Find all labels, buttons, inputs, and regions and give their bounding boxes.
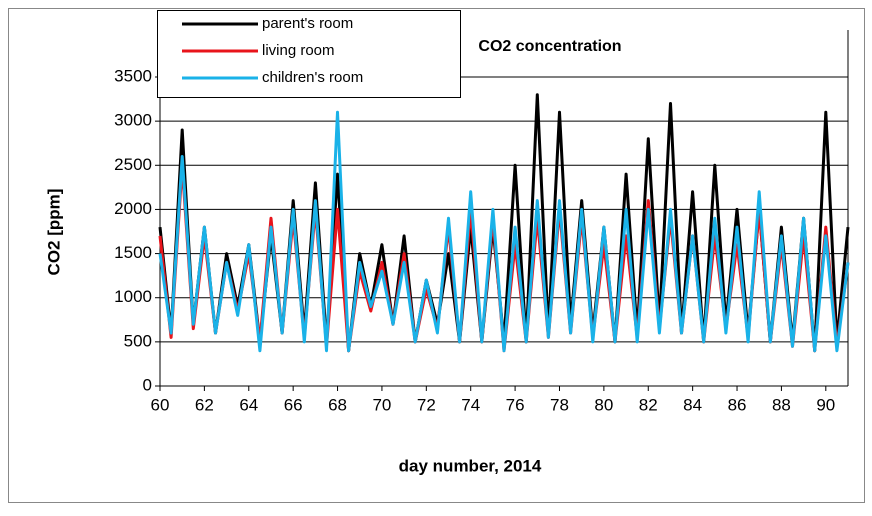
x-tick-label: 66: [284, 395, 303, 414]
legend-label: living room: [262, 42, 335, 59]
y-tick-label: 500: [124, 331, 152, 350]
y-axis-label: CO2 [ppm]: [44, 189, 63, 276]
y-tick-label: 1000: [114, 287, 152, 306]
x-tick-label: 82: [639, 395, 658, 414]
x-tick-label: 84: [683, 395, 702, 414]
y-tick-label: 2000: [114, 199, 152, 218]
x-tick-label: 62: [195, 395, 214, 414]
x-tick-label: 90: [816, 395, 835, 414]
x-tick-label: 88: [772, 395, 791, 414]
x-tick-label: 78: [550, 395, 569, 414]
x-tick-label: 76: [506, 395, 525, 414]
x-tick-label: 68: [328, 395, 347, 414]
x-tick-label: 70: [372, 395, 391, 414]
y-tick-label: 3000: [114, 111, 152, 130]
y-tick-label: 0: [143, 375, 152, 394]
y-tick-label: 3500: [114, 66, 152, 85]
x-tick-label: 60: [151, 395, 170, 414]
x-tick-label: 86: [728, 395, 747, 414]
legend-label: parent's room: [262, 15, 353, 32]
legend-label: children's room: [262, 69, 363, 86]
x-tick-label: 80: [594, 395, 613, 414]
y-tick-label: 2500: [114, 155, 152, 174]
x-axis-label: day number, 2014: [399, 456, 542, 475]
chart-title: CO2 concentration: [478, 38, 621, 55]
x-tick-label: 74: [461, 395, 480, 414]
y-tick-label: 1500: [114, 243, 152, 262]
x-tick-label: 64: [239, 395, 258, 414]
series-line: [158, 110, 850, 353]
x-tick-label: 72: [417, 395, 436, 414]
